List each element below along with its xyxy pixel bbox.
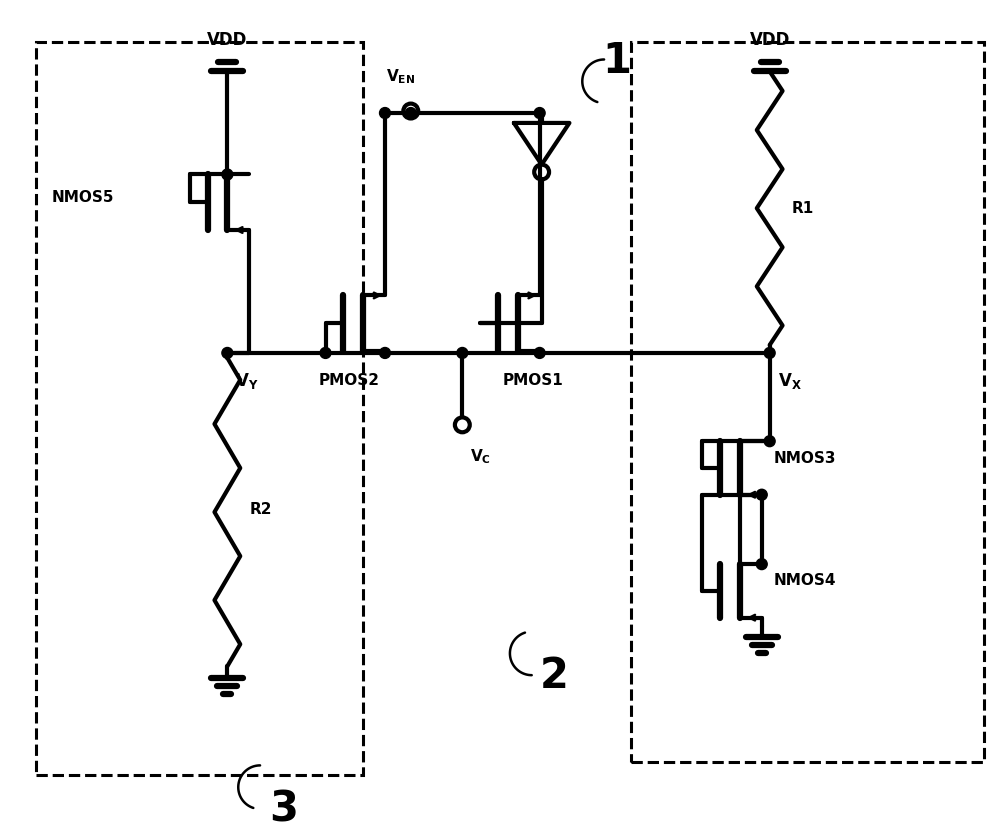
Circle shape — [320, 348, 331, 359]
Text: PMOS1: PMOS1 — [503, 373, 564, 388]
Circle shape — [756, 559, 767, 570]
Text: 2: 2 — [540, 656, 569, 697]
Text: $\mathbf{V_C}$: $\mathbf{V_C}$ — [470, 447, 491, 466]
Text: NMOS5: NMOS5 — [52, 190, 114, 205]
Circle shape — [534, 108, 545, 118]
Text: R2: R2 — [249, 502, 272, 517]
Circle shape — [380, 108, 390, 118]
Circle shape — [457, 348, 468, 359]
Text: NMOS3: NMOS3 — [774, 450, 836, 465]
Circle shape — [222, 348, 233, 359]
Circle shape — [534, 348, 545, 359]
Circle shape — [764, 435, 775, 447]
Circle shape — [764, 348, 775, 359]
Circle shape — [222, 169, 233, 180]
Text: VDD: VDD — [749, 31, 790, 48]
Text: VDD: VDD — [207, 31, 248, 48]
Text: 3: 3 — [269, 788, 298, 830]
Text: 1: 1 — [602, 41, 631, 83]
Text: NMOS4: NMOS4 — [774, 574, 836, 589]
Text: R1: R1 — [791, 201, 814, 216]
Text: PMOS2: PMOS2 — [319, 373, 380, 388]
Text: $\mathbf{V_{EN}}$: $\mathbf{V_{EN}}$ — [386, 68, 415, 86]
Circle shape — [756, 490, 767, 500]
Circle shape — [405, 108, 416, 118]
Text: $\mathbf{V_X}$: $\mathbf{V_X}$ — [778, 371, 801, 391]
Text: $\mathbf{V_Y}$: $\mathbf{V_Y}$ — [235, 371, 259, 391]
Circle shape — [380, 348, 390, 359]
